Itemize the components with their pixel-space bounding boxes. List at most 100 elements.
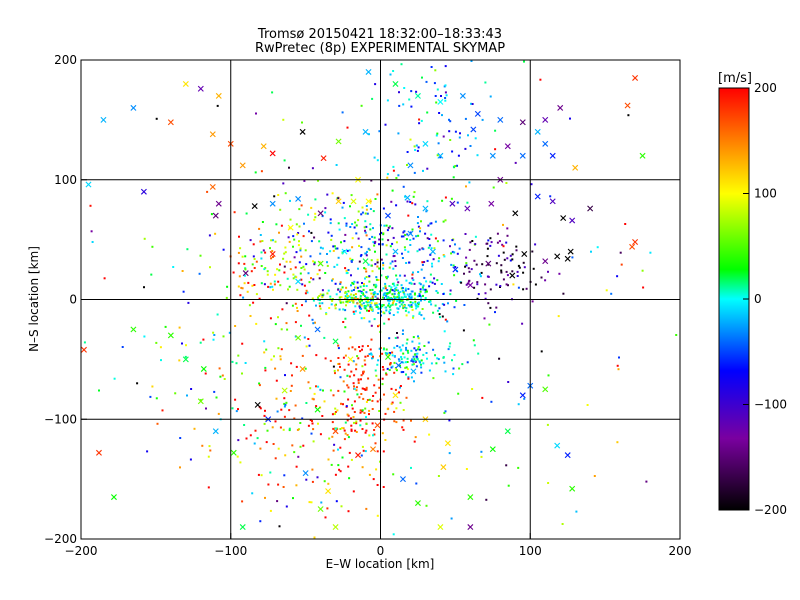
data-point-dot [375,374,378,377]
data-point-dot [354,429,357,432]
data-point-dot [428,285,431,288]
data-point-dot [466,282,469,285]
data-point-dot [531,300,534,303]
chart-title: Tromsø 20150421 18:32:00–18:33:43 [257,27,502,42]
data-point-dot [498,357,501,360]
data-point-dot [377,359,380,362]
data-point-dot [292,497,294,500]
data-point-dot [406,338,409,341]
data-point-dot [399,274,402,277]
data-point-dot [557,315,560,318]
data-point-dot [370,324,373,327]
data-point-dot [429,222,432,225]
data-point-dot [309,387,312,390]
data-point-dot [464,117,467,120]
data-point-dot [391,293,394,296]
data-point-dot [424,288,427,291]
data-point-dot [396,296,399,299]
data-point-dot [292,277,295,280]
data-point-dot [351,281,354,284]
data-point-dot [404,289,407,292]
data-point-dot [312,440,315,443]
data-point-dot [336,263,339,266]
data-point-dot [387,353,390,356]
data-point-dot [301,304,303,307]
data-point-dot [495,262,498,265]
data-point-dot [359,300,362,303]
data-point-dot [443,411,446,414]
data-point-dot [371,288,374,291]
data-point-cross [335,138,342,145]
data-point-dot [364,220,367,223]
data-point-dot [308,281,311,284]
data-point-dot [360,292,363,294]
data-point-dot [313,392,316,395]
data-point-dot [279,284,282,287]
data-point-dot [238,275,241,278]
data-point-dot [317,296,319,299]
data-point-dot [371,408,374,410]
data-point-dot [332,245,335,248]
data-point-dot [280,224,283,227]
x-axis-label: E–W location [km] [326,557,435,571]
data-point-dot [312,398,315,401]
data-point-dot [259,447,262,450]
data-point-dot [186,394,188,397]
data-point-dot [402,307,405,310]
data-point-dot [385,348,388,351]
data-point-dot [345,300,348,303]
data-point-dot [534,243,537,246]
data-point-dot [307,381,310,384]
data-point-dot [368,473,371,476]
data-point-cross [197,85,204,92]
data-point-dot [288,409,291,412]
data-point-dot [444,370,447,373]
data-point-cross [557,104,564,111]
data-point-dot [151,385,154,388]
data-point-cross [140,188,147,195]
data-point-dot [286,277,289,280]
data-point-dot [549,195,552,198]
data-point-cross [639,152,646,159]
data-point-dot [324,211,327,214]
data-point-cross [167,332,174,339]
data-point-dot [389,245,392,248]
data-point-dot [389,288,392,291]
data-point-dot [151,245,154,248]
data-point-dot [392,302,394,305]
data-point-dot [480,271,483,274]
data-point-dot [293,256,296,259]
data-point-dot [500,271,503,274]
data-point-cross [624,102,631,109]
data-point-dot [429,273,432,276]
data-point-dot [348,295,351,298]
data-point-dot [377,325,379,328]
data-point-dot [214,232,217,235]
data-point-dot [389,73,392,76]
data-point-dot [305,478,308,481]
data-point-dot [372,434,374,437]
data-point-dot [378,290,381,293]
data-point-dot [516,275,519,277]
data-point-dot [451,239,454,242]
data-point-dot [401,426,404,429]
data-point-dot [409,293,412,296]
data-point-dot [359,411,362,414]
data-point-dot [190,388,193,390]
data-point-dot [448,452,451,455]
data-point-dot [301,121,303,124]
data-point-dot [242,296,245,299]
data-point-dot [505,241,508,244]
data-point-dot [511,253,514,256]
chart-subtitle: RwPretec (8p) EXPERIMENTAL SKYMAP [255,41,505,56]
y-axis-label: N–S location [km] [27,246,41,352]
data-point-dot [523,397,526,400]
colorbar-tick-label: 200 [754,81,777,95]
data-point-dot [274,273,277,276]
data-point-dot [289,260,292,263]
data-point-dot [393,410,396,413]
data-point-dot [364,277,366,280]
data-point-dot [425,280,428,283]
data-point-dot [357,379,360,382]
data-point-dot [146,450,149,453]
